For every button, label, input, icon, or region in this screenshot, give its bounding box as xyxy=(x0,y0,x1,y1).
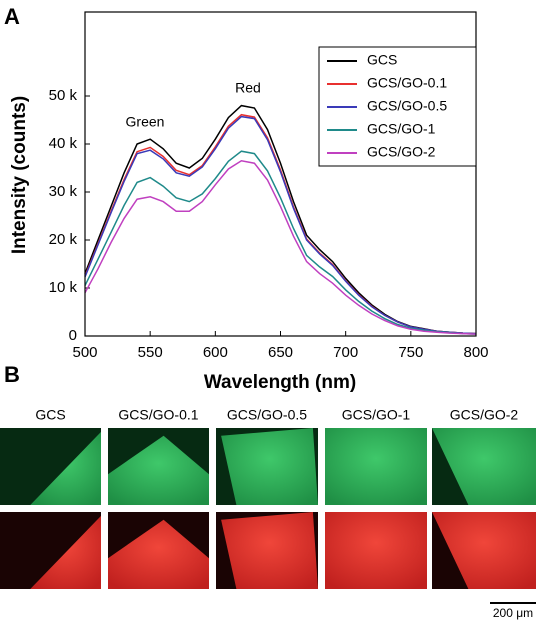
series-line xyxy=(84,150,477,335)
micrograph-sample xyxy=(30,515,101,589)
column-label: GCS/GO-2 xyxy=(450,407,519,423)
column-label: GCS/GO-1 xyxy=(342,407,411,423)
legend-label: GCS/GO-0.5 xyxy=(367,98,447,114)
series-line xyxy=(84,160,477,335)
series-line xyxy=(84,115,477,335)
panel-label: B xyxy=(4,362,20,387)
legend-label: GCS/GO-2 xyxy=(367,144,436,160)
y-tick-label: 40 k xyxy=(49,135,78,152)
annotation: Red xyxy=(235,80,261,96)
x-tick-label: 750 xyxy=(398,344,423,361)
y-tick-label: 20 k xyxy=(49,231,78,248)
y-tick-label: 10 k xyxy=(49,279,78,296)
legend-label: GCS xyxy=(367,52,397,68)
micrograph-sample xyxy=(432,428,536,505)
micrograph-sample xyxy=(325,512,427,589)
x-tick-label: 600 xyxy=(203,344,228,361)
column-label: GCS xyxy=(35,407,65,423)
y-axis-title: Intensity (counts) xyxy=(9,96,30,254)
legend-label: GCS/GO-0.1 xyxy=(367,75,447,91)
micrograph-sample xyxy=(325,428,427,505)
x-tick-label: 700 xyxy=(333,344,358,361)
micrograph-sample xyxy=(108,519,209,589)
annotation: Green xyxy=(126,114,165,130)
scale-bar-label: 200 μm xyxy=(493,606,533,620)
micrograph-sample xyxy=(30,431,101,505)
column-label: GCS/GO-0.1 xyxy=(118,407,198,423)
micrograph-sample xyxy=(221,512,318,589)
y-tick-label: 0 xyxy=(69,327,77,344)
x-tick-label: 550 xyxy=(138,344,163,361)
micrograph-sample xyxy=(108,435,209,505)
plot-frame xyxy=(84,11,477,337)
panel-label: A xyxy=(4,4,20,29)
x-axis-title: Wavelength (nm) xyxy=(204,372,356,393)
y-tick-label: 30 k xyxy=(49,183,78,200)
micrograph-sample xyxy=(432,512,536,589)
x-tick-label: 800 xyxy=(463,344,488,361)
legend-label: GCS/GO-1 xyxy=(367,121,436,137)
column-label: GCS/GO-0.5 xyxy=(227,407,307,423)
micrograph-sample xyxy=(221,428,318,505)
y-tick-label: 50 k xyxy=(49,87,78,104)
x-tick-label: 650 xyxy=(268,344,293,361)
x-tick-label: 500 xyxy=(72,344,97,361)
